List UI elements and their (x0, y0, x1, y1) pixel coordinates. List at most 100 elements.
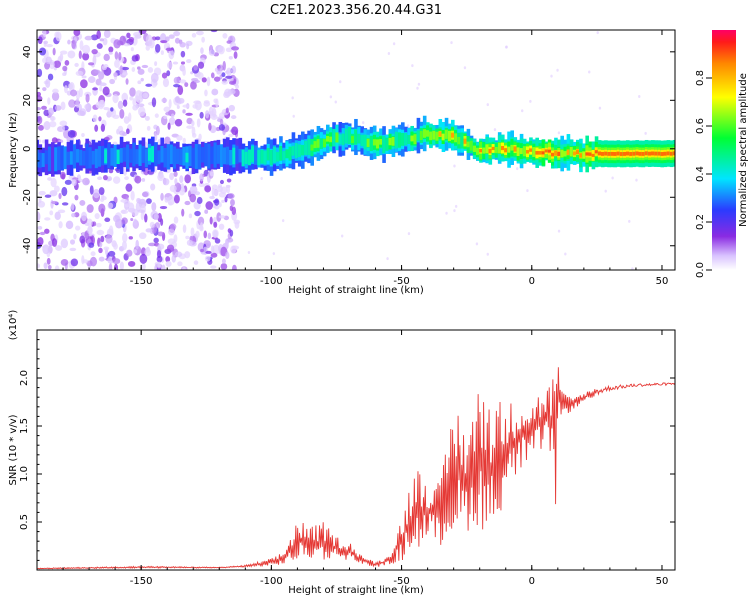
noise-cell (189, 185, 198, 194)
ridge-cell (622, 151, 627, 156)
ridge-cell (63, 146, 68, 170)
noise-cell (89, 185, 94, 195)
ridge-cell (619, 152, 624, 156)
noise-cell (93, 69, 101, 74)
ridge-cell (113, 144, 118, 168)
ridge-cell (226, 146, 230, 165)
noise-cell (214, 238, 221, 244)
noise-cell (176, 105, 180, 109)
noise-cell (486, 252, 489, 256)
noise-cell (49, 120, 57, 128)
noise-cell (172, 61, 179, 65)
x-tick-label: 0 (529, 576, 535, 587)
noise-cell (177, 261, 183, 267)
noise-cell (101, 64, 107, 71)
ridge-cell (241, 149, 246, 167)
noise-cell (98, 187, 105, 195)
noise-cell (221, 199, 225, 203)
ridge-cell (626, 151, 630, 156)
ridge-cell (260, 150, 264, 164)
noise-cell (157, 261, 161, 269)
spectrogram-frame (36, 29, 676, 271)
ridge-cell (204, 142, 208, 167)
ridge-cell (54, 147, 58, 172)
noise-cell (638, 95, 641, 99)
noise-cell (340, 234, 344, 238)
noise-cell (37, 111, 40, 117)
noise-cell (208, 106, 214, 116)
noise-cell (339, 80, 342, 84)
noise-cell (153, 132, 158, 142)
noise-cell (165, 111, 172, 116)
noise-cell (168, 34, 175, 39)
ridge-cell (69, 151, 74, 165)
ridge-cell (216, 145, 221, 164)
noise-cell (45, 44, 53, 48)
noise-cell (53, 185, 60, 193)
noise-cell (98, 247, 103, 254)
noise-cell (78, 87, 83, 98)
noise-cell (37, 95, 43, 103)
noise-cell (44, 194, 52, 198)
noise-cell (37, 237, 44, 246)
ridge-cell (447, 130, 452, 142)
noise-cell (161, 264, 166, 270)
noise-cell (159, 205, 168, 210)
noise-cell (475, 242, 479, 246)
noise-cell (155, 125, 160, 136)
x-tick-label: -50 (393, 576, 409, 587)
noise-cell (90, 251, 96, 257)
noise-cell (208, 49, 216, 56)
ridge-cell (332, 128, 336, 147)
noise-cell (77, 110, 86, 116)
ridge-cell (157, 150, 161, 165)
ridge-cell (472, 145, 477, 152)
noise-cell (193, 64, 198, 71)
ridge-cell (407, 134, 411, 144)
noise-cell (42, 30, 47, 38)
ridge-cell (154, 142, 158, 167)
ridge-cell (522, 146, 527, 157)
noise-cell (140, 77, 144, 82)
noise-cell (173, 76, 180, 84)
noise-cell (157, 173, 165, 182)
noise-cell (79, 235, 86, 244)
noise-cell (106, 176, 113, 182)
ridge-cell (82, 150, 86, 166)
ridge-cell (201, 146, 205, 163)
noise-cell (228, 104, 235, 112)
ridge-cell (169, 144, 174, 165)
noise-cell (125, 78, 129, 85)
noise-cell (182, 267, 186, 270)
ridge-cell (591, 153, 596, 157)
noise-cell (41, 139, 46, 144)
y-tick-label: 0.5 (19, 514, 30, 530)
noise-cell (119, 130, 126, 136)
noise-cell (411, 64, 414, 68)
ridge-cell (316, 139, 321, 148)
noise-cell (164, 196, 169, 203)
noise-cell (213, 221, 218, 228)
snr-x-ticks: -150 -100 -50 0 50 (62, 330, 668, 587)
snr-y-ticks: 0.5 1.0 1.5 2.0 (19, 339, 675, 561)
ridge-cell (401, 133, 405, 146)
noise-cell (92, 55, 97, 66)
noise-cell (161, 72, 168, 79)
ridge-cell (144, 148, 149, 168)
noise-cell (119, 261, 124, 270)
y-tick-label: 40 (22, 45, 33, 58)
noise-cell (91, 49, 98, 55)
colorbar-label: Normalized spectral amplitude (738, 73, 749, 227)
noise-cell (112, 114, 120, 120)
noise-cell (201, 77, 207, 83)
noise-cell (596, 31, 599, 35)
ridge-cell (351, 135, 355, 144)
noise-cell (70, 89, 78, 97)
noise-cell (100, 197, 105, 203)
noise-cell (218, 124, 226, 131)
ridge-cell (269, 150, 274, 166)
noise-cell (291, 96, 294, 100)
y-tick-label: -20 (22, 189, 33, 205)
noise-cell (227, 193, 235, 199)
noise-cell (186, 125, 194, 129)
